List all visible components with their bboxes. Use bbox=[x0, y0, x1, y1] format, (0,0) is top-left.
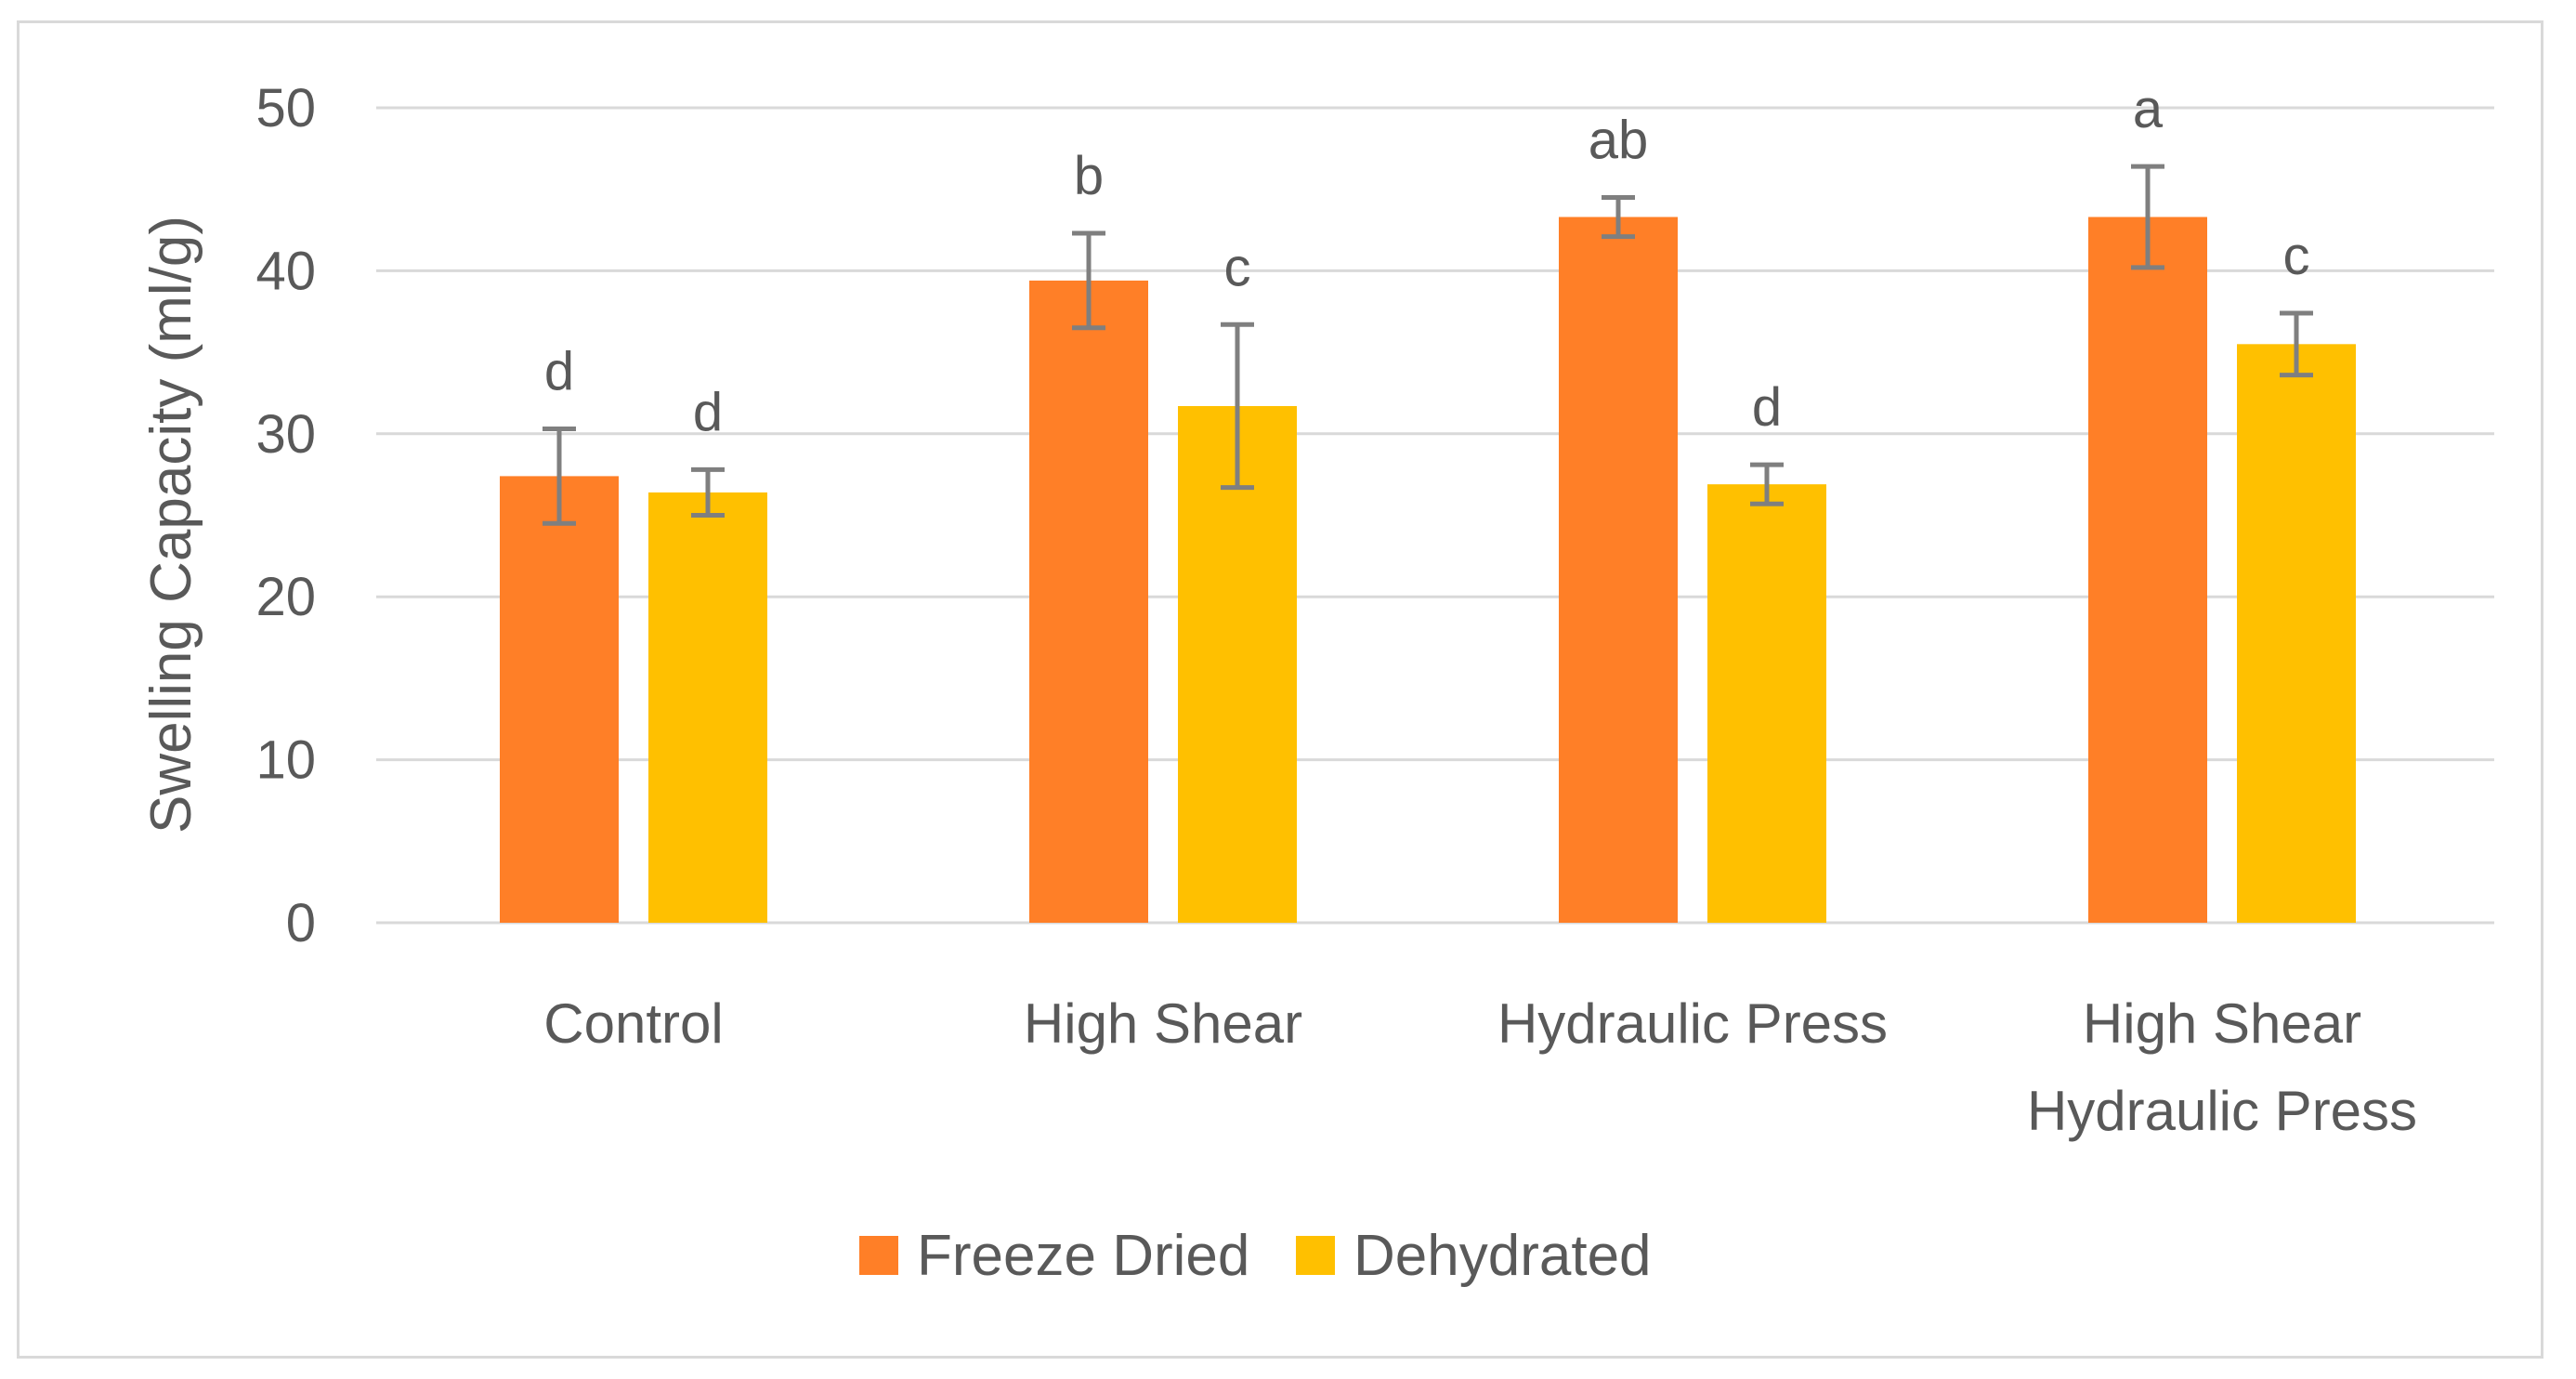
significance-label: a bbox=[2133, 79, 2164, 139]
y-tick-label: 20 bbox=[255, 567, 316, 627]
significance-label: d bbox=[693, 382, 723, 442]
significance-label: c bbox=[2283, 226, 2310, 286]
bar-dehydrated bbox=[2237, 344, 2356, 924]
x-category-label: High Shear bbox=[2083, 992, 2361, 1055]
legend-label: Freeze Dried bbox=[917, 1224, 1249, 1288]
bar-dehydrated bbox=[1178, 405, 1297, 923]
bar-freeze-dried bbox=[2088, 217, 2207, 923]
x-category-label: Control bbox=[543, 992, 723, 1055]
y-tick-label: 30 bbox=[255, 404, 316, 465]
y-tick-label: 50 bbox=[255, 78, 316, 138]
significance-label: d bbox=[544, 342, 574, 402]
significance-label: ab bbox=[1589, 110, 1649, 170]
significance-label: c bbox=[1224, 237, 1251, 297]
y-tick-label: 40 bbox=[255, 241, 316, 301]
x-category-label: Hydraulic Press bbox=[1497, 992, 1888, 1055]
legend-swatch-freeze-dried bbox=[859, 1236, 898, 1275]
bar-freeze-dried bbox=[500, 476, 619, 923]
bar-dehydrated bbox=[648, 492, 767, 923]
x-category-label: High Shear bbox=[1024, 992, 1302, 1055]
x-category-label: Hydraulic Press bbox=[2027, 1080, 2417, 1142]
significance-label: b bbox=[1074, 146, 1104, 206]
bar-freeze-dried bbox=[1559, 217, 1678, 923]
significance-label: d bbox=[1752, 377, 1782, 438]
bar-dehydrated bbox=[1707, 484, 1826, 923]
y-tick-label: 10 bbox=[255, 730, 316, 791]
legend-swatch-dehydrated bbox=[1296, 1236, 1335, 1275]
legend-label: Dehydrated bbox=[1353, 1224, 1652, 1288]
y-tick-label: 0 bbox=[286, 893, 316, 953]
y-axis-title: Swelling Capacity (ml/g) bbox=[139, 216, 203, 834]
bar-freeze-dried bbox=[1029, 280, 1148, 923]
